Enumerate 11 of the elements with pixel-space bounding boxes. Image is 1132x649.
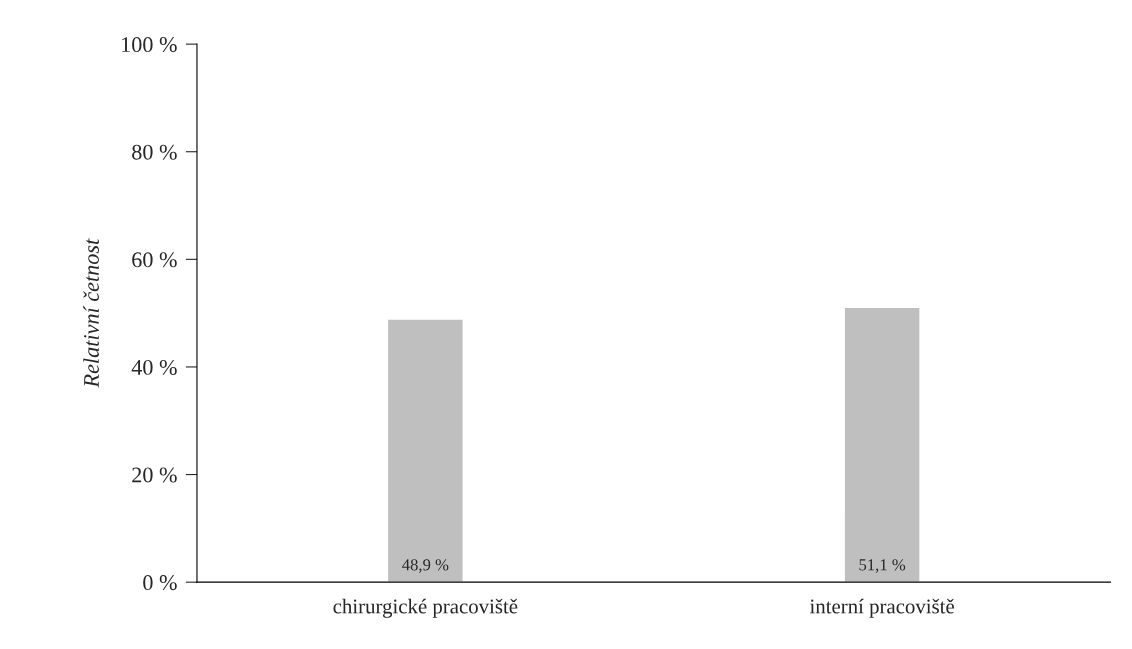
y-tick-label: 80 % [132, 144, 177, 160]
x-tick-label: chirurgické pracoviště [333, 598, 518, 618]
x-tick-label: interní pracoviště [809, 598, 954, 618]
data-label: 48,9 % [402, 559, 449, 573]
y-tick-label: 100 % [122, 37, 177, 53]
y-tick-label: 0 % [143, 575, 177, 591]
y-tick-label: 20 % [132, 467, 177, 483]
y-tick-label: 60 % [132, 252, 177, 268]
data-label: 51,1 % [859, 559, 906, 573]
y-axis-title: Relativní četnost [83, 238, 99, 388]
y-tick-label: 40 % [131, 359, 177, 375]
